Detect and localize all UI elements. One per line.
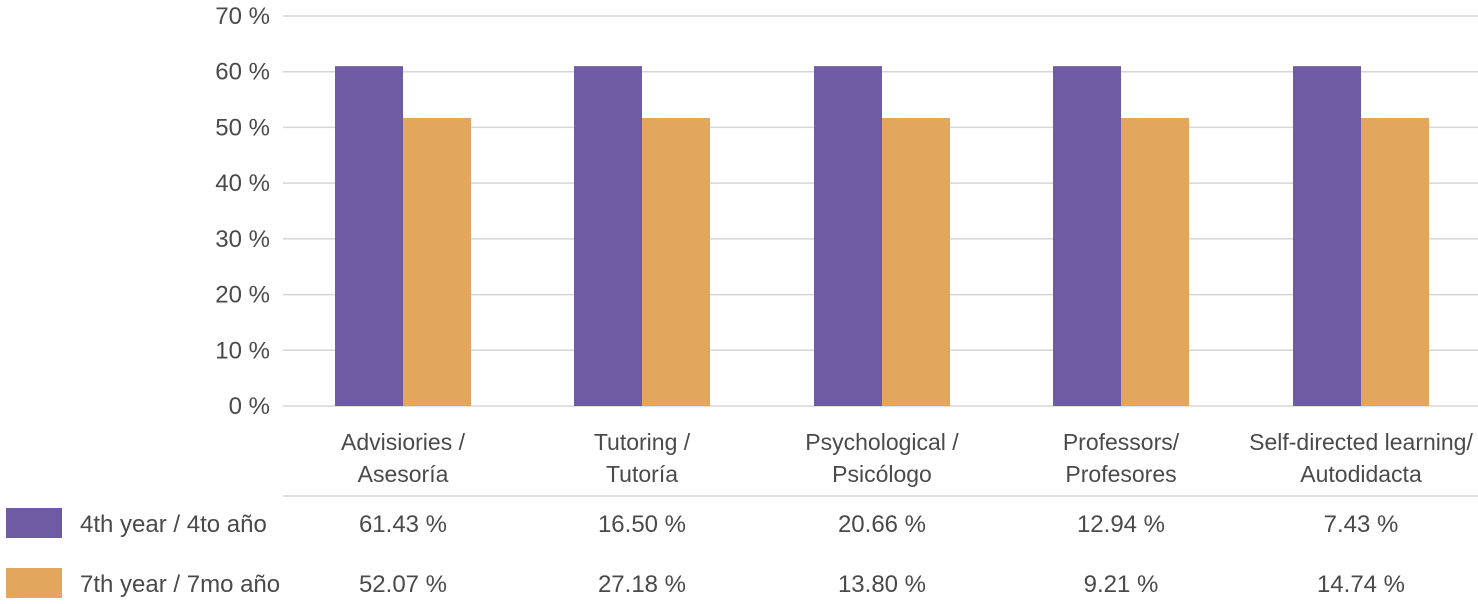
category-label: Profesores	[1065, 461, 1176, 487]
y-tick-label: 70 %	[215, 3, 270, 30]
bar	[1053, 66, 1121, 407]
category-label: Self-directed learning/	[1249, 429, 1473, 455]
legend-label: 7th year / 7mo año	[80, 571, 280, 598]
table-cell: 13.80 %	[838, 571, 926, 598]
y-tick-label: 30 %	[215, 226, 270, 253]
bar	[642, 117, 710, 406]
legend-swatch	[6, 568, 62, 598]
category-label: Tutoring /	[594, 429, 691, 455]
bar	[1361, 117, 1429, 406]
legend-label: 4th year / 4to año	[80, 511, 267, 538]
category-label: Psicólogo	[832, 461, 932, 487]
category-label: Professors/	[1063, 429, 1180, 455]
category-label: Asesoría	[358, 461, 449, 487]
bar	[403, 117, 471, 406]
category-label: Psychological /	[805, 429, 959, 455]
y-tick-label: 10 %	[215, 337, 270, 364]
category-label: Advisiories /	[341, 429, 466, 455]
bar	[574, 66, 642, 407]
category-label: Autodidacta	[1300, 461, 1422, 487]
table-cell: 20.66 %	[838, 511, 926, 538]
bar	[1293, 66, 1361, 407]
y-tick-label: 20 %	[215, 282, 270, 309]
category-label: Tutoría	[606, 461, 678, 487]
bar	[882, 117, 950, 406]
y-tick-label: 0 %	[229, 393, 270, 420]
bar	[814, 66, 882, 407]
table-cell: 27.18 %	[598, 571, 686, 598]
y-tick-label: 40 %	[215, 170, 270, 197]
legend-swatch	[6, 508, 62, 538]
table-cell: 16.50 %	[598, 511, 686, 538]
table-cell: 9.21 %	[1084, 571, 1159, 598]
y-tick-label: 50 %	[215, 114, 270, 141]
table-cell: 7.43 %	[1324, 511, 1399, 538]
bar	[1121, 117, 1189, 406]
table-cell: 52.07 %	[359, 571, 447, 598]
bar	[335, 66, 403, 407]
table-cell: 61.43 %	[359, 511, 447, 538]
y-tick-label: 60 %	[215, 59, 270, 86]
table-cell: 12.94 %	[1077, 511, 1165, 538]
table-cell: 14.74 %	[1317, 571, 1405, 598]
